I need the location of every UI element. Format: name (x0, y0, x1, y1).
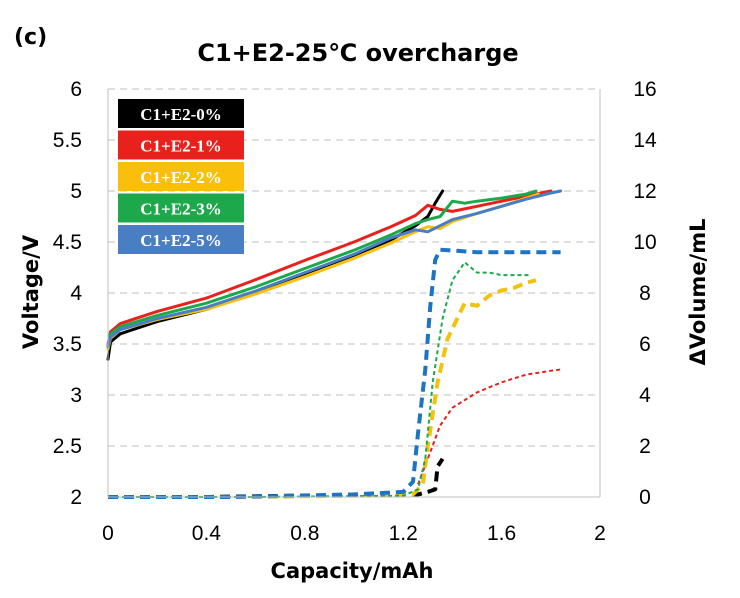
x-tick-label: 0.4 (192, 522, 222, 545)
legend-item: C1+E2-5% (118, 225, 244, 254)
legend-label: C1+E2-5% (140, 231, 221, 250)
legend-label: C1+E2-0% (140, 105, 221, 124)
legend-item: C1+E2-3% (118, 193, 244, 223)
legend-swatch (118, 130, 244, 160)
y-tick-label: 5 (70, 180, 82, 203)
legend-label: C1+E2-2% (140, 168, 221, 187)
y2-tick-label: 4 (639, 384, 651, 407)
volume-series-line (108, 457, 445, 499)
legend-label: C1+E2-3% (140, 200, 221, 219)
voltage-series-group (106, 189, 563, 361)
y2-tick-label: 6 (639, 333, 651, 356)
legend-item: C1+E2-0% (118, 99, 244, 128)
legend-label: C1+E2-1% (140, 137, 221, 156)
y2-tick-label: 2 (639, 435, 651, 458)
chart-title: C1+E2-25℃ overcharge (197, 39, 518, 67)
y2-tick-label: 14 (633, 129, 657, 152)
y2-tick-label: 0 (639, 486, 651, 509)
x-tick-label: 0 (102, 522, 114, 545)
x-tick-label: 1.2 (389, 522, 418, 545)
legend-item: C1+E2-1% (118, 130, 244, 160)
volume-series-line (108, 247, 561, 499)
legend-swatch (118, 193, 244, 223)
y-tick-label: 4 (70, 282, 82, 305)
y-tick-label: 6 (70, 78, 82, 101)
volume-series-line (108, 261, 532, 498)
legend-swatch (118, 162, 244, 191)
y-tick-label: 3 (70, 384, 82, 407)
y-tick-label: 3.5 (53, 333, 82, 356)
grid-lines (108, 88, 600, 447)
y-tick-label: 2.5 (53, 435, 82, 458)
y2-tick-label: 12 (633, 180, 656, 203)
y2-axis-title: ΔVolume/mL (686, 219, 710, 366)
y-axis-title: Voltage/V (19, 234, 43, 349)
voltage-series-line (106, 189, 445, 361)
legend-item: C1+E2-2% (118, 162, 244, 191)
voltage-series-line (106, 189, 563, 348)
x-tick-label: 1.6 (487, 522, 516, 545)
legend-swatch (118, 225, 244, 254)
legend: C1+E2-0% C1+E2-1% C1+E2-2% C1+E2-3% C1+E2-5% (118, 99, 244, 254)
panel-label: (c) (14, 25, 47, 50)
y2-tick-label: 8 (639, 282, 651, 305)
legend-swatch (118, 99, 244, 128)
voltage-series-line (106, 189, 538, 349)
y2-tick-label: 16 (633, 78, 656, 101)
y-tick-label: 5.5 (53, 129, 82, 152)
y2-tick-label: 10 (633, 231, 656, 254)
x-axis-title: Capacity/mAh (271, 559, 434, 583)
y-tick-label: 4.5 (53, 231, 82, 254)
x-tick-label: 0.8 (290, 522, 319, 545)
voltage-series-line (106, 189, 553, 346)
volume-series-line (417, 368, 561, 485)
x-tick-label: 2 (594, 522, 606, 545)
y-tick-label: 2 (70, 486, 82, 509)
volume-series-group (108, 247, 561, 499)
